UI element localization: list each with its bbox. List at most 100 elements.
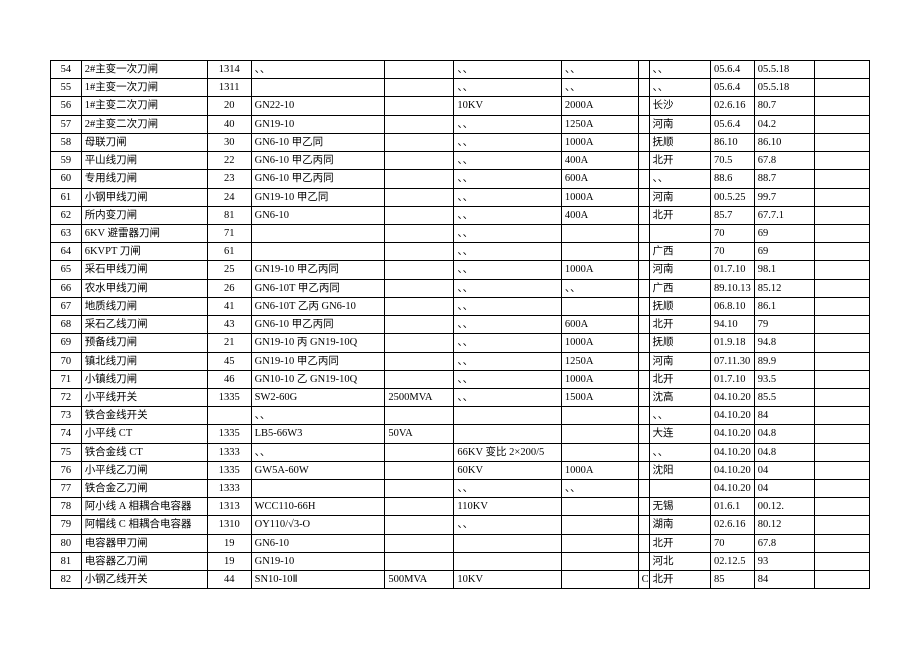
cell: 地质线刀闸 xyxy=(81,297,207,315)
cell: 北开 xyxy=(649,534,710,552)
cell: 阿小线 A 相耦合电容器 xyxy=(81,498,207,516)
table-row: 78阿小线 A 相耦合电容器1313WCC110-66H110KV无锡01.6.… xyxy=(51,498,870,516)
cell xyxy=(638,334,649,352)
cell xyxy=(815,571,870,589)
cell: 、、 xyxy=(454,243,561,261)
cell: 61 xyxy=(207,243,251,261)
cell: 69 xyxy=(51,334,82,352)
cell xyxy=(638,261,649,279)
cell: 93 xyxy=(754,552,814,570)
cell: 、、 xyxy=(649,61,710,79)
cell: 02.6.16 xyxy=(710,516,754,534)
cell: 河北 xyxy=(649,552,710,570)
cell: 55 xyxy=(51,79,82,97)
cell: 、、 xyxy=(454,115,561,133)
cell xyxy=(815,224,870,242)
cell xyxy=(638,79,649,97)
cell xyxy=(385,261,454,279)
cell: 北开 xyxy=(649,206,710,224)
cell: 85.7 xyxy=(710,206,754,224)
cell: GN6-10 xyxy=(251,206,385,224)
cell: 04.10.20 xyxy=(710,461,754,479)
cell xyxy=(385,461,454,479)
cell: 58 xyxy=(51,133,82,151)
cell: GN19-10 甲乙同 xyxy=(251,188,385,206)
table-row: 82小钢乙线开关44SN10-10Ⅱ500MVA10KVCD-10Ⅱ北开8584 xyxy=(51,571,870,589)
cell: 抚顺 xyxy=(649,297,710,315)
cell: 62 xyxy=(51,206,82,224)
cell xyxy=(385,188,454,206)
cell xyxy=(385,480,454,498)
cell xyxy=(385,316,454,334)
cell: 25 xyxy=(207,261,251,279)
cell: 57 xyxy=(51,115,82,133)
cell xyxy=(638,316,649,334)
cell: 67.8 xyxy=(754,534,814,552)
cell: SW2-60G xyxy=(251,388,385,406)
cell: 1311 xyxy=(207,79,251,97)
cell: SN10-10Ⅱ xyxy=(251,571,385,589)
cell: 82 xyxy=(51,571,82,589)
cell: 、、 xyxy=(251,61,385,79)
cell: 河南 xyxy=(649,188,710,206)
cell xyxy=(815,152,870,170)
cell: 75 xyxy=(51,443,82,461)
cell: 1314 xyxy=(207,61,251,79)
cell: 1500A xyxy=(561,388,638,406)
cell xyxy=(385,370,454,388)
cell: 59 xyxy=(51,152,82,170)
cell: 2500MVA xyxy=(385,388,454,406)
table-row: 67地质线刀闸41GN6-10T 乙丙 GN6-10、、抚顺06.8.1086.… xyxy=(51,297,870,315)
cell xyxy=(561,534,638,552)
cell: 04 xyxy=(754,480,814,498)
cell: 400A xyxy=(561,152,638,170)
cell: 73 xyxy=(51,407,82,425)
cell: 60KV xyxy=(454,461,561,479)
cell xyxy=(385,170,454,188)
cell: 大连 xyxy=(649,425,710,443)
cell: 北开 xyxy=(649,370,710,388)
cell: 93.5 xyxy=(754,370,814,388)
cell xyxy=(649,224,710,242)
cell: 43 xyxy=(207,316,251,334)
cell: 、、 xyxy=(454,388,561,406)
cell: 86.1 xyxy=(754,297,814,315)
table-row: 73铁合金线开关、、、、04.10.2084 xyxy=(51,407,870,425)
cell xyxy=(385,552,454,570)
cell: 00.12. xyxy=(754,498,814,516)
cell: 69 xyxy=(754,224,814,242)
cell xyxy=(815,370,870,388)
cell: GN6-10 甲乙丙同 xyxy=(251,316,385,334)
cell: 99.7 xyxy=(754,188,814,206)
cell: 65 xyxy=(51,261,82,279)
table-row: 646KVPT 刀闸61、、广西7069 xyxy=(51,243,870,261)
cell xyxy=(385,115,454,133)
cell: 40 xyxy=(207,115,251,133)
cell: 70 xyxy=(710,243,754,261)
cell xyxy=(454,552,561,570)
cell: 、、 xyxy=(454,279,561,297)
cell: 79 xyxy=(51,516,82,534)
cell: 04.10.20 xyxy=(710,425,754,443)
cell: 小钢乙线开关 xyxy=(81,571,207,589)
cell: 01.7.10 xyxy=(710,261,754,279)
cell: 85.12 xyxy=(754,279,814,297)
cell xyxy=(251,480,385,498)
cell xyxy=(815,352,870,370)
cell: 63 xyxy=(51,224,82,242)
cell: 、、 xyxy=(454,170,561,188)
cell: 45 xyxy=(207,352,251,370)
cell: 41 xyxy=(207,297,251,315)
cell xyxy=(815,115,870,133)
cell xyxy=(638,115,649,133)
cell: 1335 xyxy=(207,388,251,406)
cell: 1313 xyxy=(207,498,251,516)
cell: 、、 xyxy=(649,170,710,188)
cell: 、、 xyxy=(561,61,638,79)
cell xyxy=(815,552,870,570)
cell: GW5A-60W xyxy=(251,461,385,479)
cell xyxy=(638,297,649,315)
cell: 86.10 xyxy=(754,133,814,151)
table-row: 59平山线刀闸22GN6-10 甲乙丙同、、400A北开70.567.8 xyxy=(51,152,870,170)
cell: 71 xyxy=(207,224,251,242)
